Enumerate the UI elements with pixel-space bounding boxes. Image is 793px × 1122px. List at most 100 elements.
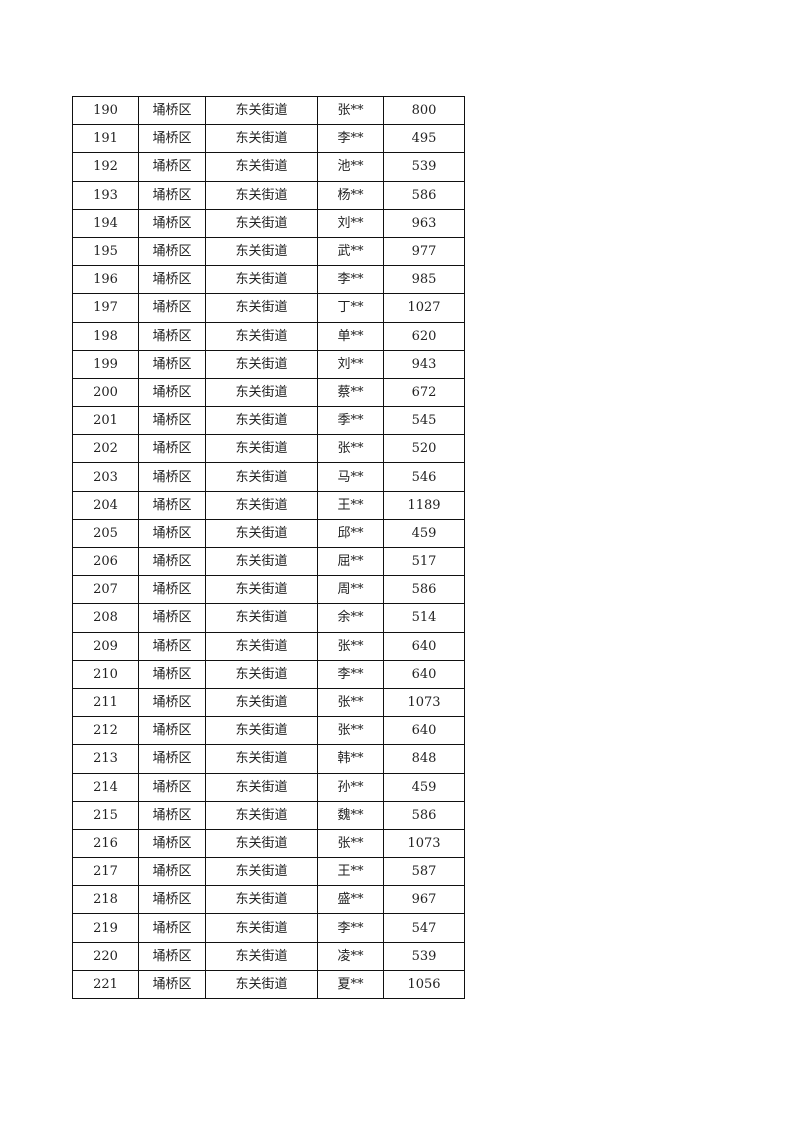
table-row: 215 埇桥区 东关街道 魏** 586	[72, 800, 465, 830]
table-row: 191 埇桥区 东关街道 李** 495	[72, 124, 465, 154]
table-row: 195 埇桥区 东关街道 武** 977	[72, 236, 465, 267]
cell-index: 214	[72, 772, 139, 802]
cell-name: 王**	[317, 490, 384, 520]
cell-index: 216	[72, 828, 139, 859]
table-row: 217 埇桥区 东关街道 王** 587	[72, 857, 465, 887]
table-row: 207 埇桥区 东关街道 周** 586	[72, 575, 465, 605]
cell-name: 李**	[317, 124, 384, 154]
cell-subdistrict: 东关街道	[205, 152, 318, 182]
cell-amount: 586	[383, 575, 465, 605]
cell-amount: 620	[383, 321, 465, 351]
table-row: 194 埇桥区 东关街道 刘** 963	[72, 208, 465, 238]
cell-district: 埇桥区	[138, 124, 206, 154]
cell-name: 张**	[317, 631, 384, 661]
table-row: 208 埇桥区 东关街道 余** 514	[72, 603, 465, 633]
cell-index: 210	[72, 659, 139, 689]
cell-amount: 977	[383, 236, 465, 267]
cell-index: 212	[72, 716, 139, 746]
cell-name: 邱**	[317, 518, 384, 549]
cell-index: 202	[72, 434, 139, 464]
cell-subdistrict: 东关街道	[205, 321, 318, 351]
cell-name: 单**	[317, 321, 384, 351]
cell-subdistrict: 东关街道	[205, 95, 318, 126]
cell-amount: 539	[383, 941, 465, 971]
cell-amount: 459	[383, 772, 465, 802]
cell-amount: 545	[383, 406, 465, 436]
table-row: 210 埇桥区 东关街道 李** 640	[72, 659, 465, 689]
cell-amount: 800	[383, 95, 465, 126]
cell-subdistrict: 东关街道	[205, 575, 318, 605]
cell-subdistrict: 东关街道	[205, 659, 318, 689]
cell-subdistrict: 东关街道	[205, 857, 318, 887]
cell-subdistrict: 东关街道	[205, 406, 318, 436]
cell-index: 221	[72, 969, 139, 1000]
cell-subdistrict: 东关街道	[205, 885, 318, 915]
cell-subdistrict: 东关街道	[205, 377, 318, 408]
cell-subdistrict: 东关街道	[205, 631, 318, 661]
cell-district: 埇桥区	[138, 152, 206, 182]
cell-amount: 640	[383, 716, 465, 746]
cell-district: 埇桥区	[138, 857, 206, 887]
cell-name: 刘**	[317, 349, 384, 379]
cell-district: 埇桥区	[138, 885, 206, 915]
cell-name: 池**	[317, 152, 384, 182]
cell-amount: 963	[383, 208, 465, 238]
table-row: 192 埇桥区 东关街道 池** 539	[72, 152, 465, 182]
cell-subdistrict: 东关街道	[205, 969, 318, 1000]
cell-subdistrict: 东关街道	[205, 236, 318, 267]
cell-district: 埇桥区	[138, 208, 206, 238]
cell-district: 埇桥区	[138, 236, 206, 267]
cell-district: 埇桥区	[138, 969, 206, 1000]
cell-index: 201	[72, 406, 139, 436]
cell-index: 207	[72, 575, 139, 605]
cell-amount: 1073	[383, 687, 465, 718]
cell-index: 199	[72, 349, 139, 379]
table-row: 218 埇桥区 东关街道 盛** 967	[72, 885, 465, 915]
cell-index: 217	[72, 857, 139, 887]
cell-subdistrict: 东关街道	[205, 518, 318, 549]
table-row: 206 埇桥区 东关街道 屈** 517	[72, 546, 465, 577]
table-row: 197 埇桥区 东关街道 丁** 1027	[72, 293, 465, 323]
cell-index: 203	[72, 462, 139, 492]
cell-amount: 459	[383, 518, 465, 549]
cell-subdistrict: 东关街道	[205, 687, 318, 718]
cell-district: 埇桥区	[138, 687, 206, 718]
cell-amount: 547	[383, 913, 465, 943]
cell-amount: 640	[383, 659, 465, 689]
cell-district: 埇桥区	[138, 913, 206, 943]
table-row: 209 埇桥区 东关街道 张** 640	[72, 631, 465, 661]
cell-name: 凌**	[317, 941, 384, 971]
cell-index: 190	[72, 95, 139, 126]
cell-subdistrict: 东关街道	[205, 265, 318, 295]
cell-district: 埇桥区	[138, 321, 206, 351]
cell-amount: 1027	[383, 293, 465, 323]
table-row: 219 埇桥区 东关街道 李** 547	[72, 913, 465, 943]
cell-district: 埇桥区	[138, 377, 206, 408]
cell-name: 张**	[317, 716, 384, 746]
table-row: 213 埇桥区 东关街道 韩** 848	[72, 744, 465, 774]
cell-name: 刘**	[317, 208, 384, 238]
cell-amount: 672	[383, 377, 465, 408]
cell-subdistrict: 东关街道	[205, 716, 318, 746]
cell-index: 211	[72, 687, 139, 718]
cell-district: 埇桥区	[138, 828, 206, 859]
cell-name: 余**	[317, 603, 384, 633]
cell-subdistrict: 东关街道	[205, 941, 318, 971]
cell-district: 埇桥区	[138, 349, 206, 379]
cell-name: 李**	[317, 659, 384, 689]
cell-subdistrict: 东关街道	[205, 208, 318, 238]
cell-district: 埇桥区	[138, 716, 206, 746]
cell-district: 埇桥区	[138, 603, 206, 633]
cell-subdistrict: 东关街道	[205, 180, 318, 210]
cell-amount: 985	[383, 265, 465, 295]
cell-name: 张**	[317, 95, 384, 126]
table-row: 203 埇桥区 东关街道 马** 546	[72, 462, 465, 492]
cell-name: 张**	[317, 828, 384, 859]
cell-amount: 495	[383, 124, 465, 154]
cell-district: 埇桥区	[138, 941, 206, 971]
cell-district: 埇桥区	[138, 518, 206, 549]
table-row: 200 埇桥区 东关街道 蔡** 672	[72, 377, 465, 408]
cell-amount: 1056	[383, 969, 465, 1000]
cell-district: 埇桥区	[138, 265, 206, 295]
cell-amount: 1073	[383, 828, 465, 859]
